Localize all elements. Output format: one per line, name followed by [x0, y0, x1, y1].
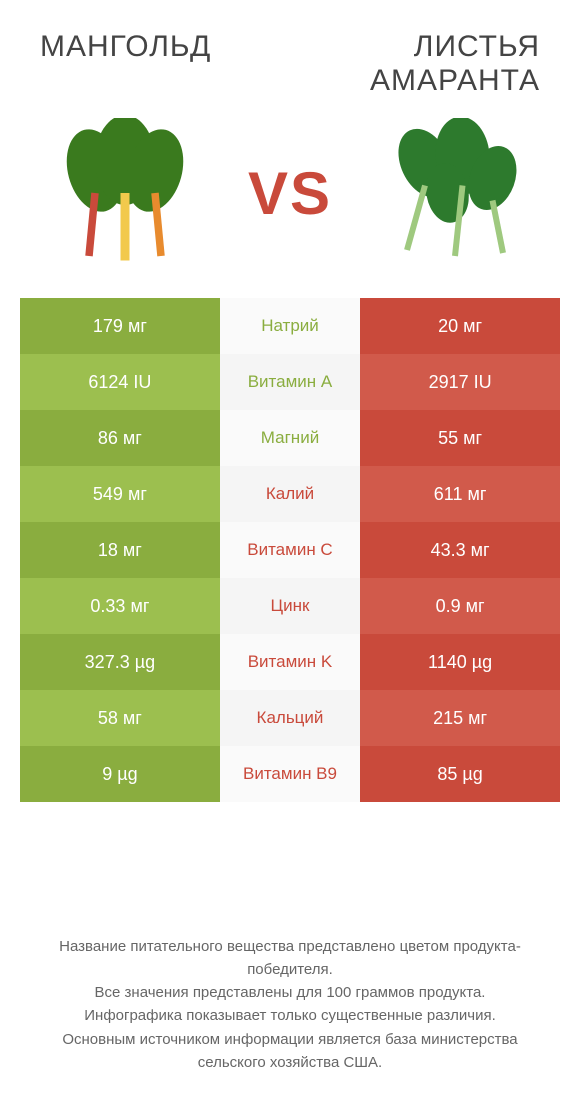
nutrient-table: 179 мгНатрий20 мг6124 IUВитамин A2917 IU…	[20, 298, 560, 802]
footer-line: Все значения представлены для 100 граммо…	[30, 981, 550, 1004]
nutrient-label: Магний	[220, 410, 360, 466]
table-row: 179 мгНатрий20 мг	[20, 298, 560, 354]
nutrient-label: Витамин C	[220, 522, 360, 578]
nutrient-label: Калий	[220, 466, 360, 522]
table-row: 0.33 мгЦинк0.9 мг	[20, 578, 560, 634]
table-row: 18 мгВитамин C43.3 мг	[20, 522, 560, 578]
right-value: 1140 µg	[360, 634, 560, 690]
nutrient-label: Витамин K	[220, 634, 360, 690]
left-value: 549 мг	[20, 466, 220, 522]
table-row: 6124 IUВитамин A2917 IU	[20, 354, 560, 410]
right-value: 2917 IU	[360, 354, 560, 410]
header: МАНГОЛЬД ЛИСТЬЯ АМАРАНТА	[20, 20, 560, 118]
chard-icon	[50, 118, 200, 268]
left-product-title: МАНГОЛЬД	[40, 30, 265, 64]
right-value: 20 мг	[360, 298, 560, 354]
right-product-title: ЛИСТЬЯ АМАРАНТА	[315, 30, 540, 98]
footer-line: Название питательного вещества представл…	[30, 935, 550, 982]
table-row: 86 мгМагний55 мг	[20, 410, 560, 466]
left-value: 18 мг	[20, 522, 220, 578]
nutrient-label: Кальций	[220, 690, 360, 746]
footer: Название питательного вещества представл…	[20, 905, 560, 1085]
right-value: 43.3 мг	[360, 522, 560, 578]
table-row: 549 мгКалий611 мг	[20, 466, 560, 522]
table-row: 58 мгКальций215 мг	[20, 690, 560, 746]
left-value: 6124 IU	[20, 354, 220, 410]
right-value: 0.9 мг	[360, 578, 560, 634]
right-value: 55 мг	[360, 410, 560, 466]
nutrient-label: Витамин B9	[220, 746, 360, 802]
right-value: 85 µg	[360, 746, 560, 802]
nutrient-label: Натрий	[220, 298, 360, 354]
footer-line: Инфографика показывает только существенн…	[30, 1004, 550, 1027]
nutrient-label: Витамин A	[220, 354, 360, 410]
right-value: 611 мг	[360, 466, 560, 522]
right-value: 215 мг	[360, 690, 560, 746]
table-row: 327.3 µgВитамин K1140 µg	[20, 634, 560, 690]
footer-line: Основным источником информации является …	[30, 1028, 550, 1075]
left-value: 86 мг	[20, 410, 220, 466]
left-value: 58 мг	[20, 690, 220, 746]
left-value: 9 µg	[20, 746, 220, 802]
left-value: 327.3 µg	[20, 634, 220, 690]
vs-label: VS	[248, 159, 332, 228]
table-row: 9 µgВитамин B985 µg	[20, 746, 560, 802]
nutrient-label: Цинк	[220, 578, 360, 634]
amaranth-icon	[380, 118, 530, 268]
left-value: 0.33 мг	[20, 578, 220, 634]
images-row: VS	[20, 118, 560, 298]
left-value: 179 мг	[20, 298, 220, 354]
